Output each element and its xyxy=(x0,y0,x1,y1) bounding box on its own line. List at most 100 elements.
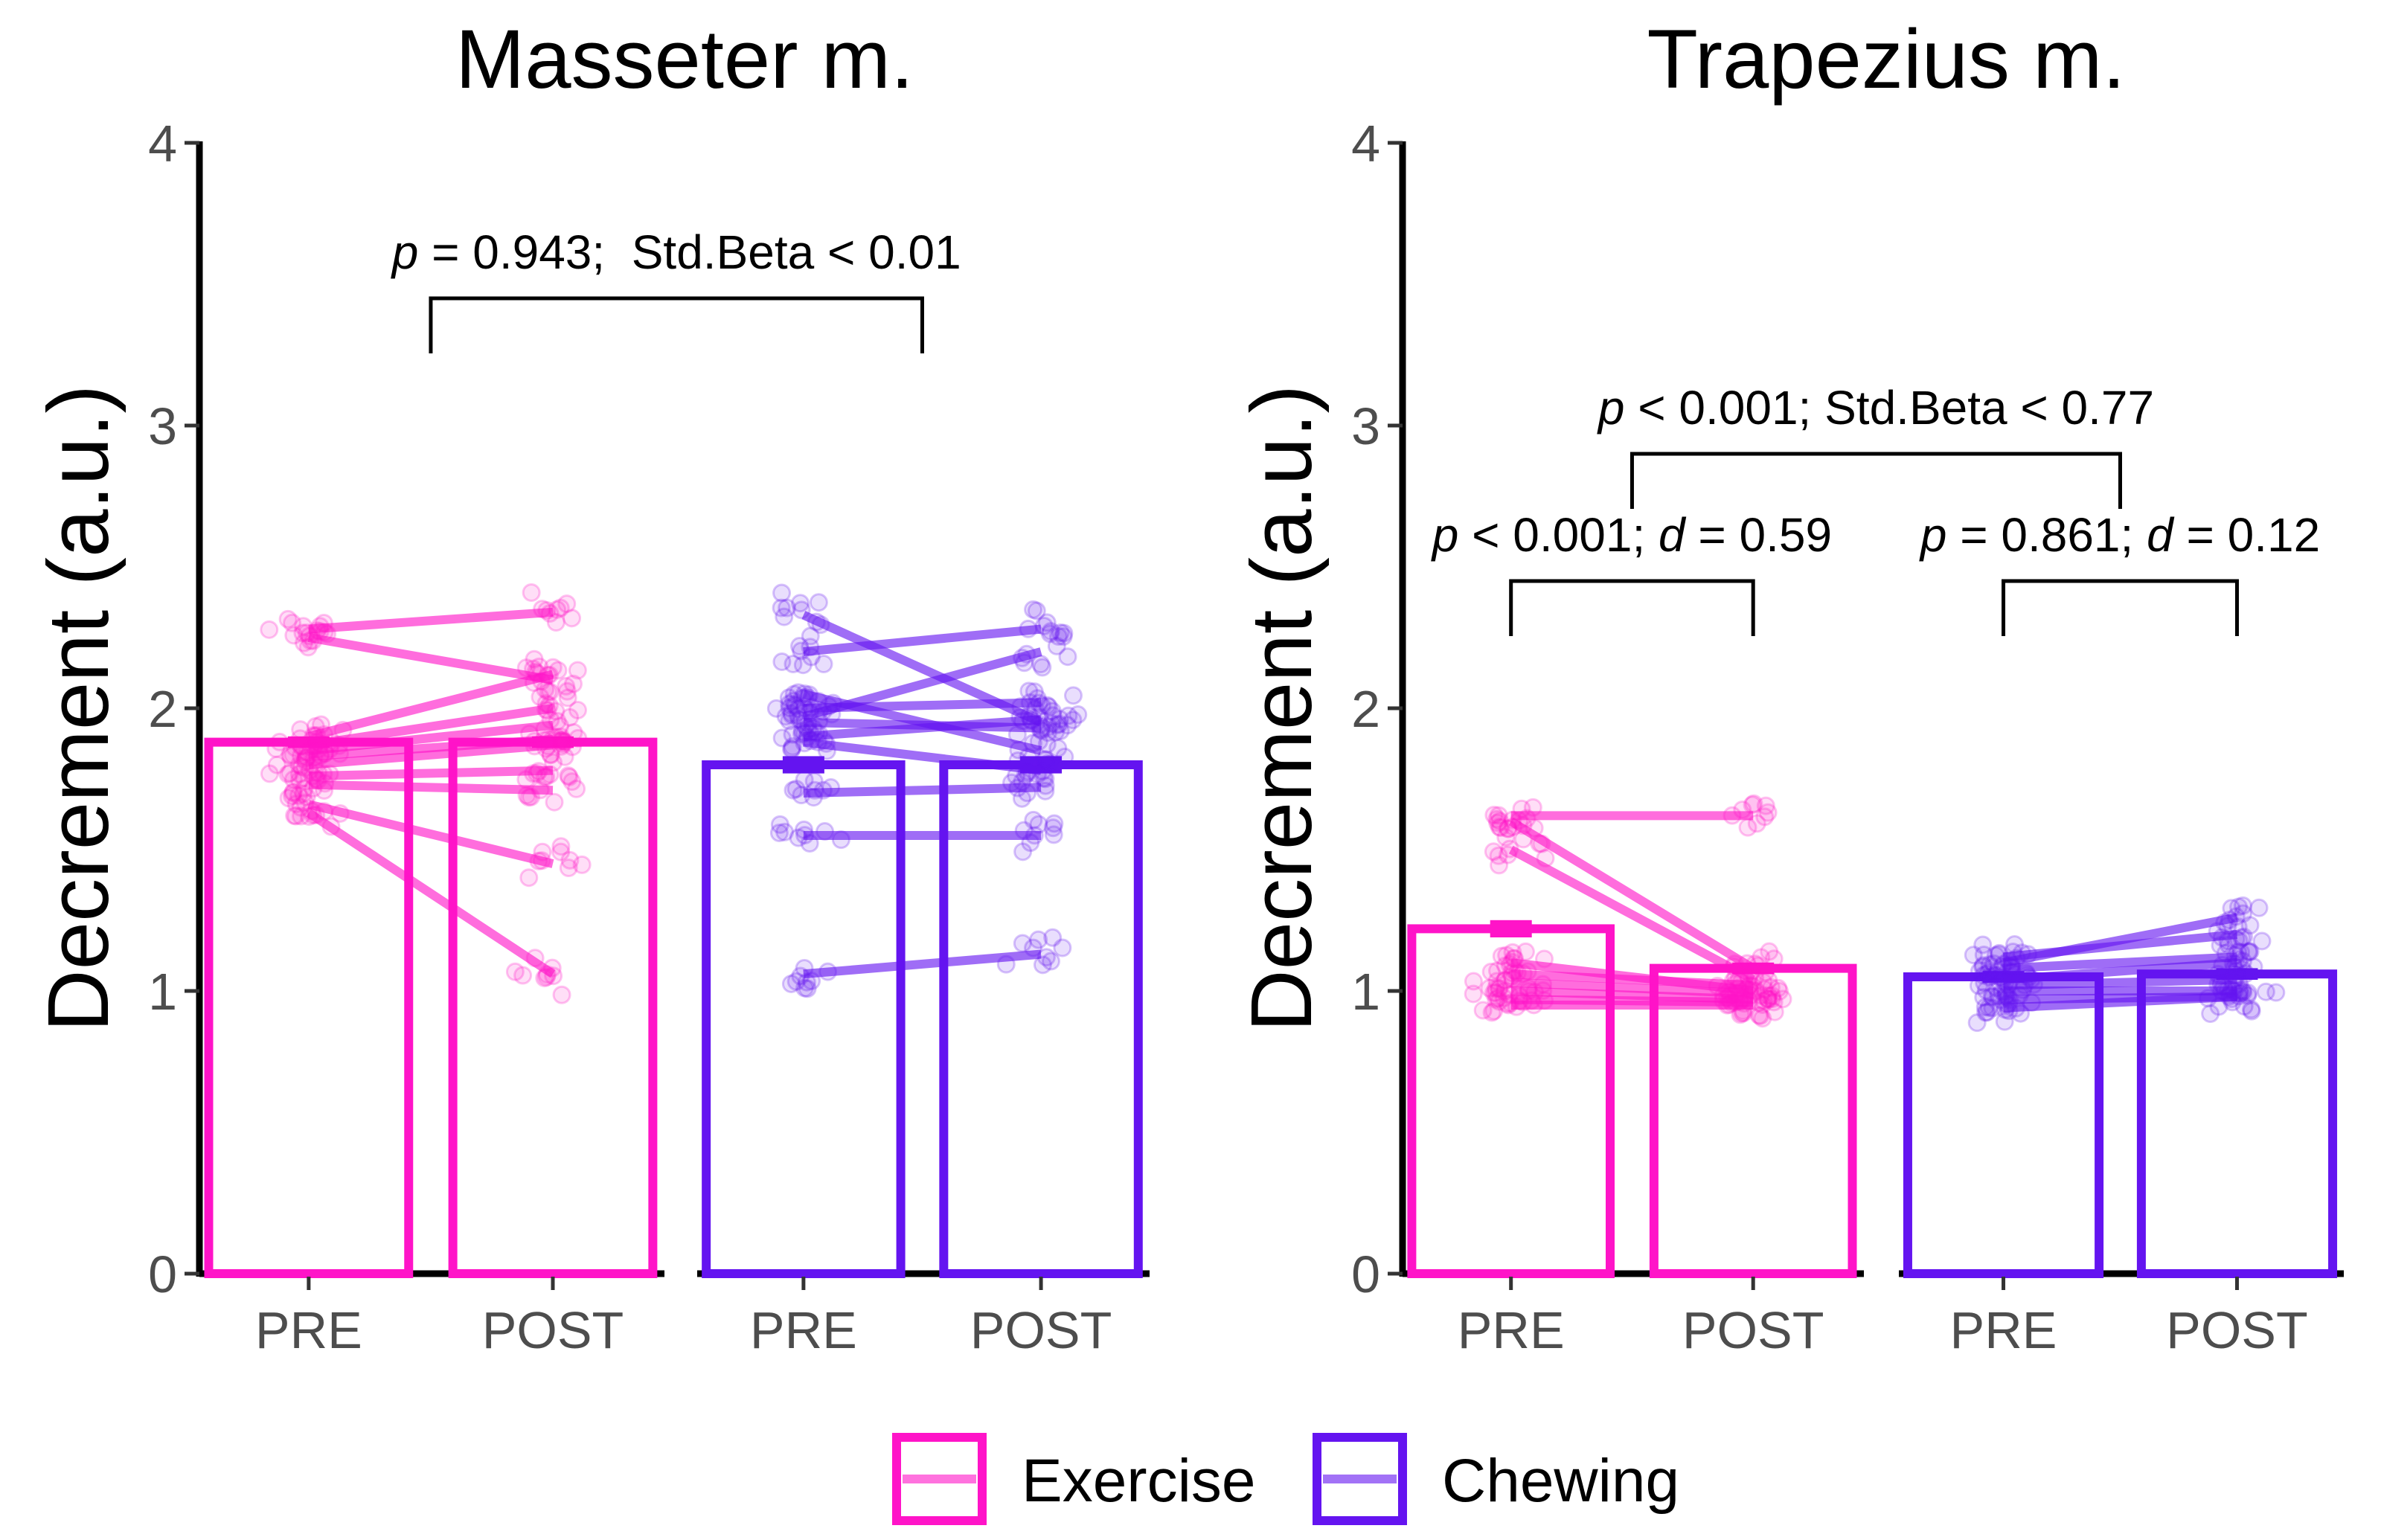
data-point xyxy=(1761,978,1781,997)
data-point xyxy=(283,783,303,803)
data-point xyxy=(559,766,578,786)
data-point xyxy=(1973,956,1993,975)
data-point xyxy=(270,732,289,751)
bar-exercise-post xyxy=(448,737,658,1278)
data-point xyxy=(770,815,789,834)
data-point xyxy=(769,824,789,843)
data-point xyxy=(1489,846,1508,865)
data-point xyxy=(1754,972,1773,992)
data-point xyxy=(791,594,810,613)
p-value-text: = 0.861; xyxy=(1946,508,2147,562)
data-point xyxy=(2229,897,2249,917)
data-point xyxy=(289,764,309,783)
legend-label-chewing: Chewing xyxy=(1442,1447,1679,1515)
data-point xyxy=(1464,984,1483,1004)
data-point xyxy=(801,626,820,646)
data-point xyxy=(784,684,804,704)
data-point xyxy=(560,767,579,786)
data-point xyxy=(772,598,791,617)
data-point xyxy=(1773,989,1792,1009)
data-point xyxy=(572,855,592,874)
data-point xyxy=(782,739,801,758)
data-point xyxy=(279,789,298,808)
data-point xyxy=(783,737,802,756)
subject-line xyxy=(308,607,554,634)
data-point xyxy=(558,688,577,708)
data-point xyxy=(772,728,792,748)
subject-line xyxy=(1508,845,1756,984)
data-point xyxy=(1058,647,1077,667)
subject-line xyxy=(803,624,1042,656)
data-point xyxy=(531,687,550,707)
data-point xyxy=(2242,1001,2261,1021)
data-point xyxy=(1063,710,1083,730)
data-point xyxy=(1755,807,1775,827)
subject-line xyxy=(308,720,554,755)
data-point xyxy=(780,711,799,731)
subject-line xyxy=(306,809,556,978)
data-point xyxy=(1484,1001,1504,1021)
data-point xyxy=(568,728,588,748)
data-point xyxy=(2236,964,2255,984)
data-point xyxy=(1036,769,1055,789)
data-point xyxy=(1043,818,1063,838)
data-point xyxy=(1752,948,1771,967)
subject-line xyxy=(803,949,1042,979)
data-point xyxy=(1497,946,1516,965)
legend-key-chewing xyxy=(1313,1433,1407,1525)
data-point xyxy=(1756,796,1775,815)
data-point xyxy=(560,708,580,727)
data-point xyxy=(1490,992,1509,1011)
data-point xyxy=(1487,979,1506,998)
data-point xyxy=(782,705,801,725)
data-point xyxy=(568,701,588,720)
data-point xyxy=(1759,986,1778,1005)
data-point xyxy=(2266,983,2286,1002)
data-point xyxy=(2239,984,2258,1003)
subject-line xyxy=(308,740,554,769)
legend-label-exercise: Exercise xyxy=(1022,1447,1255,1515)
data-point xyxy=(567,779,586,798)
data-point xyxy=(1744,794,1763,813)
data-point xyxy=(564,674,583,693)
data-point xyxy=(551,737,571,756)
data-point xyxy=(1488,989,1507,1008)
data-point xyxy=(1985,966,2005,985)
data-point xyxy=(1043,706,1063,725)
subject-line xyxy=(1510,969,1754,990)
data-point xyxy=(1974,987,1993,1007)
data-point xyxy=(1759,990,1778,1010)
data-point xyxy=(563,609,582,628)
data-point xyxy=(555,732,574,751)
data-point xyxy=(1976,1003,1996,1022)
data-point xyxy=(1050,710,1069,729)
data-point xyxy=(1753,1009,1772,1028)
data-point xyxy=(1982,986,2002,1006)
data-point xyxy=(1036,751,1055,770)
data-point xyxy=(1977,1003,1996,1022)
data-point xyxy=(1975,998,1995,1017)
subject-line xyxy=(2003,975,2237,990)
y-tick-label: 3 xyxy=(148,397,177,455)
data-point xyxy=(772,652,792,672)
data-point xyxy=(1041,754,1060,774)
data-point xyxy=(1048,627,1068,647)
subject-line xyxy=(307,670,554,741)
data-point xyxy=(1054,623,1074,643)
data-point xyxy=(560,850,580,870)
data-point xyxy=(1068,705,1088,725)
data-point xyxy=(1037,613,1057,632)
data-point xyxy=(2240,916,2260,935)
data-point xyxy=(781,974,801,993)
data-point xyxy=(557,594,577,614)
data-point xyxy=(1995,1012,2014,1031)
p-symbol: p xyxy=(391,225,419,279)
data-point xyxy=(283,745,303,765)
data-point xyxy=(1756,963,1775,982)
data-point xyxy=(2249,898,2269,917)
y-tick-label: 0 xyxy=(1351,1245,1380,1303)
data-point xyxy=(1754,980,1774,999)
data-point xyxy=(1053,938,1072,957)
data-point xyxy=(283,770,303,789)
